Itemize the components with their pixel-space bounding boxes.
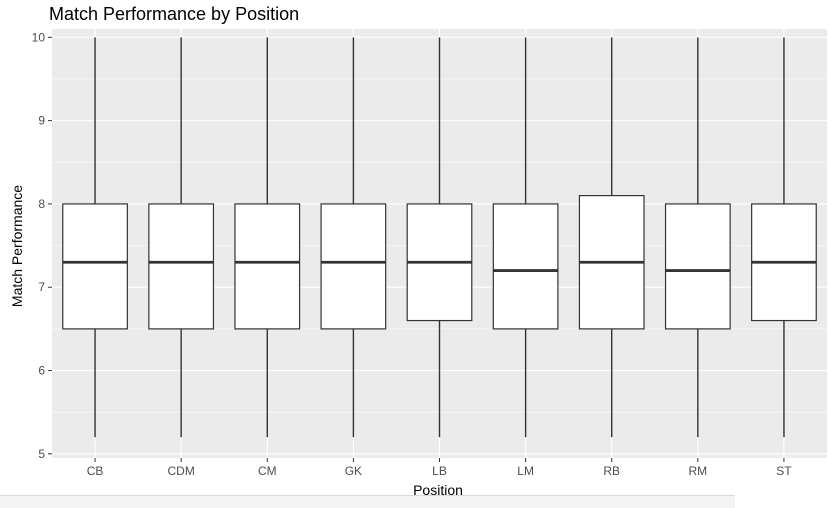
x-tick-label: GK: [345, 464, 362, 478]
box-iqr: [664, 203, 731, 330]
box-lb: [406, 37, 473, 438]
box-cdm: [148, 37, 215, 438]
y-tick-label: 8: [38, 197, 45, 211]
window-bottom-strip: [0, 495, 735, 508]
y-tick-label: 7: [38, 280, 45, 294]
box-st: [751, 37, 817, 438]
box-iqr: [492, 203, 559, 330]
box-rm: [664, 37, 731, 438]
y-tick-label: 9: [38, 114, 45, 128]
chart-title: Match Performance by Position: [49, 4, 299, 24]
box-iqr: [234, 203, 301, 330]
x-tick-label: RB: [603, 464, 620, 478]
box-plot-chart: Match Performance by Position 5 6 7 8 9 10 CB…: [9, 4, 827, 495]
y-axis-title: Match Performance: [9, 185, 25, 307]
boxes: [62, 37, 817, 438]
x-tick-label: CDM: [168, 464, 195, 478]
x-axis-title: Position: [413, 482, 463, 495]
y-tick-label: 5: [38, 447, 45, 461]
box-rb: [578, 37, 645, 438]
y-tick-label: 10: [32, 30, 46, 44]
y-axis: 5 6 7 8 9 10: [32, 30, 52, 461]
x-tick-label: CB: [87, 464, 104, 478]
x-tick-label: LM: [517, 464, 534, 478]
box-lm: [492, 37, 559, 438]
box-iqr: [320, 203, 387, 330]
box-iqr: [148, 203, 215, 330]
x-tick-label: LB: [432, 464, 447, 478]
box-gk: [320, 37, 387, 438]
x-axis: CB CDM CM GK LB LM RB RM ST: [87, 458, 792, 478]
y-tick-label: 6: [38, 364, 45, 378]
box-iqr: [62, 203, 128, 330]
x-tick-label: RM: [688, 464, 707, 478]
box-cb: [62, 37, 128, 438]
x-tick-label: CM: [258, 464, 277, 478]
x-tick-label: ST: [776, 464, 792, 478]
box-cm: [234, 37, 301, 438]
